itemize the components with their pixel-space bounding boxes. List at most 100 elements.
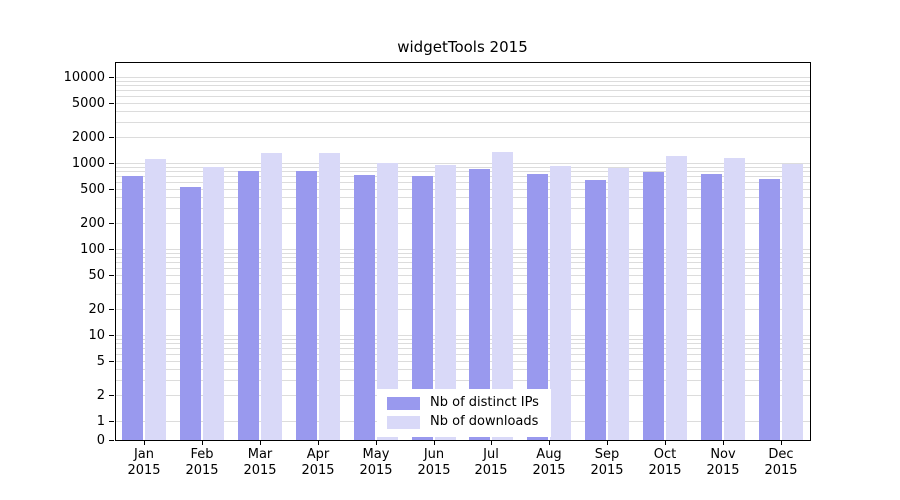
x-tick-label: Mar 2015 <box>243 447 277 478</box>
bar-jun-ips <box>412 176 433 440</box>
x-tick-label: Jul 2015 <box>474 447 508 478</box>
x-tick-label: Jan 2015 <box>127 447 161 478</box>
y-tick-mark <box>109 189 114 190</box>
bar-apr-ips <box>296 171 317 440</box>
gridline <box>115 223 810 224</box>
gridline <box>115 348 810 349</box>
y-tick-label: 2 <box>96 388 105 403</box>
bar-jan-ips <box>122 176 143 440</box>
y-tick-label: 50 <box>88 268 105 283</box>
bar-dec-downloads <box>782 164 803 440</box>
x-tick-label: Nov 2015 <box>706 447 740 478</box>
bar-nov-downloads <box>724 158 745 440</box>
gridline <box>115 96 810 97</box>
bar-feb-downloads <box>203 167 224 440</box>
x-tick-mark <box>318 441 319 445</box>
x-tick-label: Jun 2015 <box>417 447 451 478</box>
gridline <box>115 257 810 258</box>
gridline <box>115 283 810 284</box>
x-tick-mark <box>434 441 435 445</box>
gridline <box>115 189 810 190</box>
gridline <box>115 197 810 198</box>
y-tick-label: 20 <box>88 302 105 317</box>
bar-mar-downloads <box>261 153 282 440</box>
x-tick-label: Feb 2015 <box>185 447 219 478</box>
x-tick-mark <box>202 441 203 445</box>
x-tick-label: Dec 2015 <box>764 447 798 478</box>
x-tick-label: Aug 2015 <box>532 447 566 478</box>
gridline <box>115 90 810 91</box>
y-tick-mark <box>109 249 114 250</box>
bar-sep-downloads <box>608 168 629 440</box>
legend-item-distinct-ips: Nb of distinct IPs <box>387 396 539 410</box>
gridline <box>115 268 810 269</box>
bar-jul-ips <box>469 169 490 440</box>
bar-jan-downloads <box>145 159 166 440</box>
y-tick-mark <box>109 309 114 310</box>
y-tick-mark <box>109 77 114 78</box>
bar-mar-ips <box>238 171 259 440</box>
y-tick-mark <box>109 361 114 362</box>
y-tick-label: 1000 <box>71 156 105 171</box>
gridline <box>115 249 810 250</box>
x-tick-mark <box>260 441 261 445</box>
bar-jul-downloads <box>492 152 513 440</box>
gridline <box>115 182 810 183</box>
y-tick-label: 2000 <box>71 130 105 145</box>
y-tick-mark <box>109 440 114 441</box>
gridline <box>115 167 810 168</box>
bar-jun-downloads <box>435 165 456 440</box>
bar-may-downloads <box>377 163 398 440</box>
gridline <box>115 262 810 263</box>
gridline <box>115 343 810 344</box>
y-tick-mark <box>109 223 114 224</box>
gridline <box>115 253 810 254</box>
y-tick-mark <box>109 395 114 396</box>
y-tick-label: 10000 <box>63 70 105 85</box>
bar-nov-ips <box>701 174 722 440</box>
gridline <box>115 208 810 209</box>
gridline <box>115 335 810 336</box>
y-tick-label: 500 <box>80 182 105 197</box>
bar-sep-ips <box>585 180 606 440</box>
gridline <box>115 369 810 370</box>
legend-swatch-downloads <box>387 415 420 429</box>
y-tick-label: 10 <box>88 328 105 343</box>
gridline <box>115 137 810 138</box>
gridline <box>115 380 810 381</box>
x-tick-label: May 2015 <box>359 447 393 478</box>
y-tick-mark <box>109 335 114 336</box>
gridline <box>115 309 810 310</box>
gridline <box>115 275 810 276</box>
y-tick-label: 5000 <box>71 96 105 111</box>
gridline <box>115 81 810 82</box>
x-tick-mark <box>144 441 145 445</box>
chart-title: widgetTools 2015 <box>397 38 528 56</box>
gridline <box>115 111 810 112</box>
x-tick-mark <box>665 441 666 445</box>
y-tick-mark <box>109 421 114 422</box>
gridline <box>115 77 810 78</box>
gridline <box>115 122 810 123</box>
gridline <box>115 339 810 340</box>
y-tick-mark <box>109 275 114 276</box>
legend-swatch-distinct-ips <box>387 396 420 410</box>
gridline <box>115 176 810 177</box>
gridline <box>115 103 810 104</box>
x-tick-mark <box>607 441 608 445</box>
bar-dec-ips <box>759 179 780 440</box>
gridline <box>115 294 810 295</box>
bar-aug-ips <box>527 174 548 440</box>
x-tick-mark <box>781 441 782 445</box>
bar-oct-ips <box>643 172 664 440</box>
x-tick-mark <box>549 441 550 445</box>
y-tick-mark <box>109 163 114 164</box>
y-tick-mark <box>109 137 114 138</box>
bar-may-ips <box>354 175 375 440</box>
legend: Nb of distinct IPs Nb of downloads <box>377 389 551 437</box>
x-tick-mark <box>491 441 492 445</box>
x-tick-mark <box>376 441 377 445</box>
gridline <box>115 163 810 164</box>
gridline <box>115 361 810 362</box>
